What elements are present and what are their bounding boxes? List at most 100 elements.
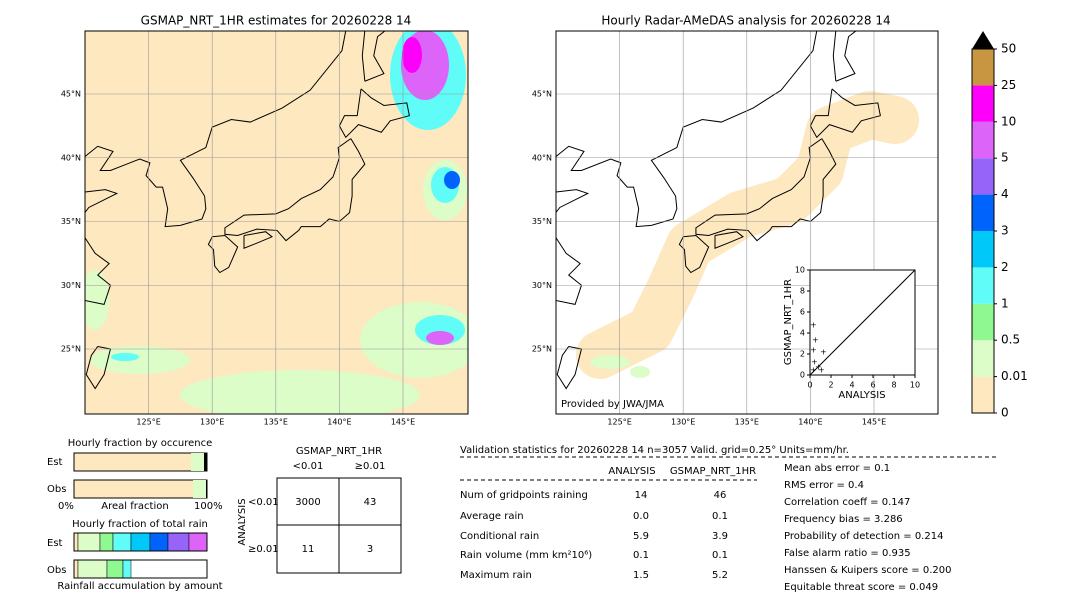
stat-value: 1.5 <box>633 570 649 581</box>
inset-ylabel: GSMAP_NRT_1HR <box>783 279 794 365</box>
colorbar-label: 50 <box>1001 42 1016 56</box>
fraction-segment <box>188 532 208 552</box>
fraction-segment <box>106 559 124 579</box>
stat-value: 5.9 <box>633 531 649 542</box>
row-label: Est <box>47 457 63 468</box>
colorbar-segment <box>972 194 994 231</box>
coastline <box>338 88 410 139</box>
lon-label: 145°E <box>391 418 415 427</box>
svg-text:+: + <box>810 366 817 375</box>
total-rain-title: Hourly fraction of total rain <box>72 519 208 530</box>
svg-text:+: + <box>811 358 818 367</box>
axis-label: Areal fraction <box>101 501 168 512</box>
colorbar-label: 3 <box>1001 224 1009 238</box>
row-title: ANALYSIS <box>237 498 248 545</box>
occurrence-bars <box>73 452 208 499</box>
score: Equitable threat score = 0.049 <box>784 582 938 593</box>
stat-label: Conditional rain <box>460 531 539 542</box>
colorbar-segment <box>972 267 994 304</box>
inset-diagonal <box>809 269 916 376</box>
inset-xlabel: ANALYSIS <box>838 390 885 401</box>
right-map <box>556 31 938 414</box>
lon-label: 125°E <box>136 418 160 427</box>
svg-text:+: + <box>818 366 825 375</box>
row-label: ≥0.01 <box>248 544 279 555</box>
bar-frame <box>73 532 208 552</box>
stat-value: 46 <box>714 490 727 501</box>
y-tick-label: 6 <box>800 308 805 317</box>
lon-label: 135°E <box>735 418 759 427</box>
y-tick-label: 8 <box>800 287 805 296</box>
lon-label: 135°E <box>264 418 288 427</box>
fraction-segment <box>122 559 132 579</box>
lat-label: 30°N <box>532 281 552 290</box>
stat-value: 0.1 <box>712 550 728 561</box>
cell: 43 <box>364 497 377 508</box>
lon-label: 125°E <box>607 418 631 427</box>
coastline <box>714 231 744 250</box>
x-tick-label: 8 <box>891 381 896 390</box>
right-map-title: Hourly Radar-AMeDAS analysis for 2026022… <box>601 14 890 28</box>
cell: 3000 <box>295 497 320 508</box>
colorbar-segment <box>972 303 994 341</box>
svg-text:+: + <box>812 336 819 345</box>
fraction-segment <box>73 559 79 579</box>
left-map-title: GSMAP_NRT_1HR estimates for 20260228 14 <box>141 14 412 28</box>
row-label: Obs <box>47 484 66 495</box>
stat-label: Num of gridpoints raining <box>460 490 588 501</box>
colorbar-label: 2 <box>1001 260 1009 274</box>
lat-label: 40°N <box>61 153 81 162</box>
left-map-frame <box>84 30 469 415</box>
occurrence-title: Hourly fraction by occurence <box>68 438 212 449</box>
x-tick-label: 10 <box>910 381 920 390</box>
cell: 11 <box>302 544 315 555</box>
colorbar-extend <box>972 31 994 49</box>
fraction-segment <box>77 532 101 552</box>
svg-text:+: + <box>815 363 822 372</box>
validation-header: Validation statistics for 20260228 14 n=… <box>460 445 849 456</box>
coastline <box>832 31 857 82</box>
coastline <box>678 235 710 274</box>
inset-points: ++++++++ <box>810 321 827 375</box>
credit: Provided by JWA/JMA <box>561 399 664 410</box>
col-header: ANALYSIS <box>608 466 655 477</box>
lat-label: 40°N <box>532 153 552 162</box>
stat-value: 0.1 <box>633 550 649 561</box>
lon-label: 145°E <box>862 418 886 427</box>
colorbar-segment <box>972 158 994 195</box>
colorbar-segment <box>972 340 994 377</box>
colorbar-segment <box>972 49 994 86</box>
stat-value: 0.0 <box>633 511 649 522</box>
stat-label: Maximum rain <box>460 570 532 581</box>
fraction-segment <box>73 532 79 552</box>
total-rain-bars <box>73 532 208 579</box>
fraction-segment <box>167 532 190 552</box>
lat-label: 35°N <box>532 217 552 226</box>
coastline <box>556 31 818 305</box>
score: Frequency bias = 3.286 <box>784 514 903 525</box>
colorbar-label: 0.01 <box>1001 369 1028 383</box>
colorbar-label: 0.5 <box>1001 333 1020 347</box>
coastline <box>85 31 347 305</box>
contingency-title: GSMAP_NRT_1HR <box>296 446 382 457</box>
svg-text:+: + <box>810 321 817 330</box>
lat-label: 25°N <box>532 345 552 354</box>
colorbar-segment <box>972 85 994 122</box>
row-label: Est <box>47 538 63 549</box>
colorbar-label: 4 <box>1001 187 1009 201</box>
left-map <box>85 31 468 414</box>
y-tick-label: 10 <box>795 266 805 275</box>
score: Mean abs error = 0.1 <box>784 463 890 474</box>
x-tick-label: 2 <box>828 381 833 390</box>
fraction-segment <box>149 532 169 552</box>
total-rain-footer: Rainfall accumulation by amount <box>57 581 222 592</box>
coastline <box>207 235 239 274</box>
lat-label: 45°N <box>532 90 552 99</box>
cell: 3 <box>367 544 373 555</box>
axis-right: 100% <box>194 501 223 512</box>
row-label: Obs <box>47 565 66 576</box>
colorbar-label: 1 <box>1001 296 1009 310</box>
axis-left: 0% <box>58 501 74 512</box>
svg-text:+: + <box>810 346 817 355</box>
